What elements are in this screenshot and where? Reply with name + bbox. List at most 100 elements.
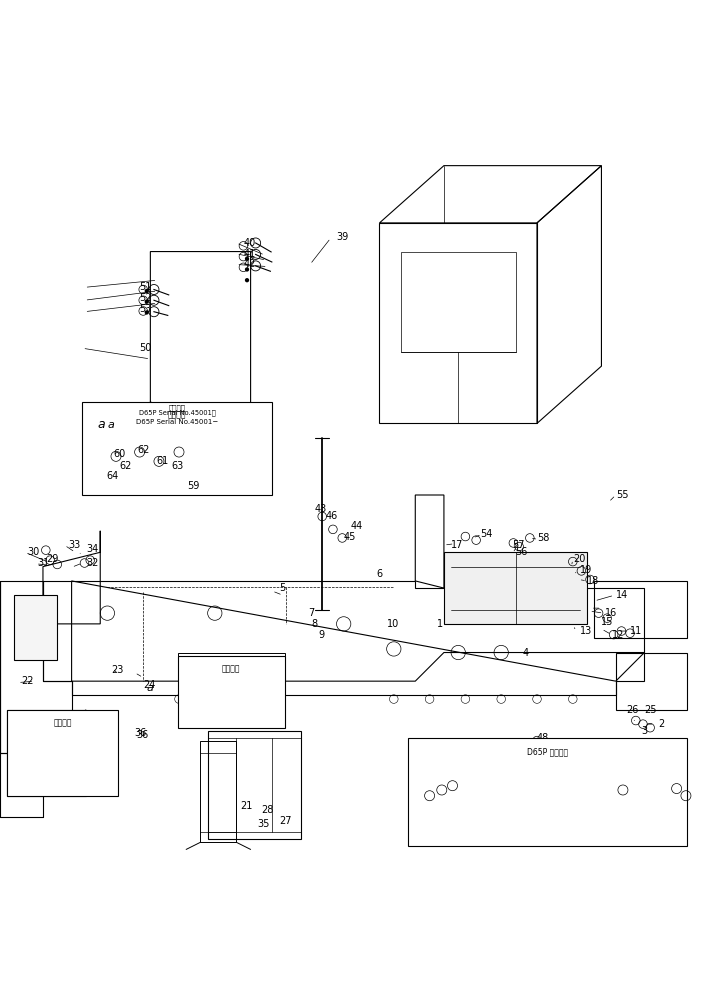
Bar (82, 402, 272, 495)
Text: 36: 36 (136, 730, 148, 740)
Text: 27: 27 (279, 816, 291, 826)
Text: 40: 40 (243, 238, 256, 248)
Text: 適用号機: 適用号機 (56, 735, 73, 742)
Text: 39: 39 (337, 233, 349, 243)
Text: a: a (147, 683, 154, 693)
Text: 適用号笪: 適用号笪 (54, 719, 72, 728)
Text: 36: 36 (25, 731, 37, 741)
Text: a: a (97, 419, 105, 432)
Text: 20: 20 (573, 554, 585, 564)
Polygon shape (100, 463, 261, 488)
Text: 34: 34 (86, 544, 98, 553)
Text: 57: 57 (512, 541, 524, 550)
Text: 43: 43 (315, 504, 327, 515)
Text: 44: 44 (351, 521, 363, 531)
Text: 30: 30 (27, 547, 39, 557)
Polygon shape (444, 796, 680, 817)
Text: 6: 6 (376, 569, 382, 579)
Text: 50: 50 (140, 344, 152, 353)
Text: 56: 56 (516, 547, 528, 557)
Text: D65P Serial No.45001－: D65P Serial No.45001－ (139, 410, 216, 417)
Polygon shape (444, 552, 587, 624)
Text: 64: 64 (106, 470, 118, 481)
Polygon shape (14, 595, 57, 659)
Text: 62: 62 (136, 447, 148, 457)
Text: 52: 52 (140, 293, 152, 303)
Text: 38A: 38A (218, 698, 237, 708)
Circle shape (145, 310, 149, 315)
Text: 38: 38 (215, 687, 227, 697)
Text: 33: 33 (68, 541, 80, 550)
Text: 63: 63 (170, 462, 183, 473)
Text: 59: 59 (188, 481, 200, 491)
Text: 7: 7 (308, 608, 314, 618)
Text: 36: 36 (135, 728, 147, 738)
Circle shape (245, 267, 249, 271)
Text: D65P Serial No.45001－: D65P Serial No.45001－ (509, 749, 586, 756)
Bar (7, 710, 118, 796)
Text: 15: 15 (601, 618, 614, 628)
Text: 29: 29 (47, 554, 59, 564)
Text: 47: 47 (487, 755, 499, 765)
Text: 42: 42 (243, 259, 256, 269)
Text: 13: 13 (580, 626, 592, 636)
Circle shape (145, 289, 149, 293)
Text: 49: 49 (501, 762, 513, 772)
Text: 4: 4 (523, 647, 529, 657)
Text: 適用号笪: 適用号笪 (222, 664, 241, 673)
Text: 41: 41 (243, 248, 256, 258)
Text: 59: 59 (186, 483, 198, 493)
Text: 26: 26 (626, 705, 639, 715)
Text: — 38: — 38 (205, 680, 224, 689)
Text: 60: 60 (113, 449, 125, 459)
Text: 62: 62 (137, 445, 150, 454)
Text: 60: 60 (112, 450, 125, 460)
Text: D65P Serial No. 45815～: D65P Serial No. 45815～ (192, 670, 271, 677)
Text: D65P Serial No. 46110～: D65P Serial No. 46110～ (25, 725, 104, 732)
Text: D65P 適用号笪: D65P 適用号笪 (527, 747, 569, 756)
Text: D65A Serial No. 45929～: D65A Serial No. 45929～ (25, 719, 104, 725)
Text: 48: 48 (537, 734, 549, 743)
Bar (401, 251, 516, 351)
Text: 18: 18 (587, 576, 599, 586)
Text: 25: 25 (644, 705, 657, 715)
Text: 55: 55 (616, 490, 628, 500)
Text: 46: 46 (326, 512, 338, 522)
Text: 2: 2 (659, 719, 665, 729)
Text: 14: 14 (616, 590, 628, 600)
Text: — 37: — 37 (205, 669, 225, 678)
Circle shape (245, 256, 249, 261)
Bar (178, 652, 285, 710)
Text: 23: 23 (111, 665, 123, 675)
Text: 適用号機: 適用号機 (56, 713, 73, 720)
Text: 1: 1 (437, 619, 443, 629)
Text: D65P Serial No. 46110～: D65P Serial No. 46110～ (25, 747, 104, 753)
Text: 22: 22 (21, 676, 34, 686)
Text: 11: 11 (630, 626, 642, 636)
Text: 62: 62 (120, 460, 132, 470)
Text: 31: 31 (37, 558, 49, 568)
Text: 58: 58 (537, 533, 549, 543)
Circle shape (145, 300, 149, 304)
Text: 45: 45 (344, 532, 356, 542)
Text: 21: 21 (240, 802, 252, 812)
Text: 8: 8 (311, 619, 318, 629)
Text: D65A Serial No. 45929～: D65A Serial No. 45929～ (25, 741, 104, 747)
Text: 12: 12 (612, 630, 624, 640)
Text: 10: 10 (387, 619, 399, 629)
Text: 適用号機: 適用号機 (223, 658, 240, 665)
Text: 17: 17 (451, 541, 463, 550)
Text: 28: 28 (261, 805, 274, 815)
Text: 53: 53 (140, 304, 152, 314)
Text: 32: 32 (86, 558, 98, 568)
Text: 63: 63 (172, 461, 184, 471)
Text: 3: 3 (641, 727, 647, 737)
Text: 64: 64 (115, 470, 127, 480)
Text: D65P Serial No.45001−: D65P Serial No.45001− (136, 419, 218, 425)
Text: 5: 5 (279, 583, 286, 593)
Text: — 38A: — 38A (205, 691, 230, 700)
Text: 61: 61 (156, 455, 168, 465)
Text: 51: 51 (140, 282, 152, 292)
Text: D65P 適用号機: D65P 適用号機 (529, 744, 566, 750)
Text: 適用号機: 適用号機 (169, 404, 186, 411)
